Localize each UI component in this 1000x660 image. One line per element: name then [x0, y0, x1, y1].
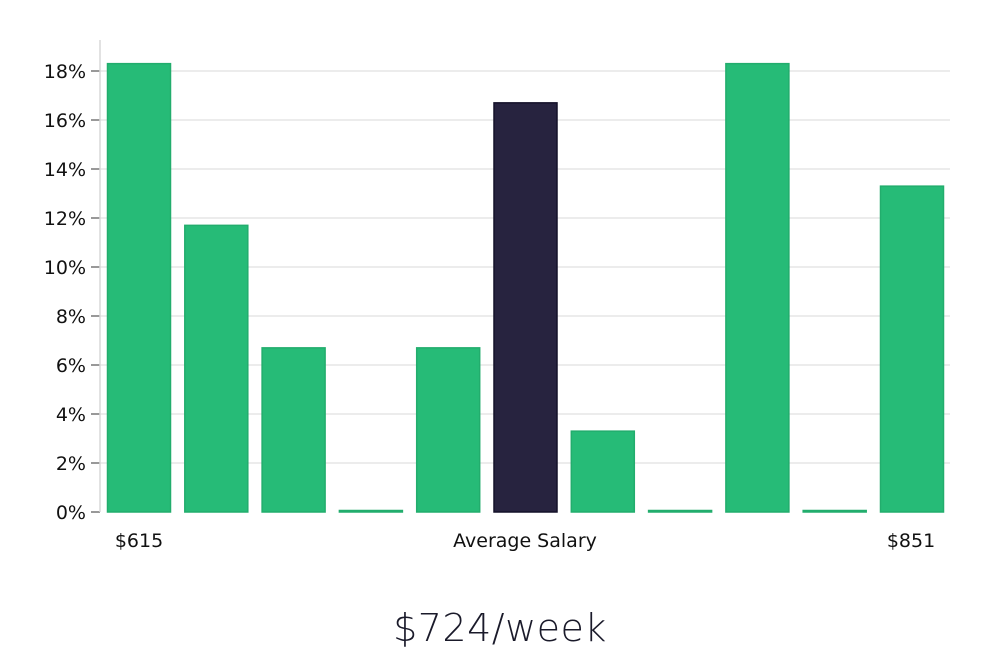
average-salary-headline: $724/week: [393, 606, 607, 650]
y-tick-label: 18%: [44, 61, 86, 83]
histogram-bar: [802, 509, 867, 513]
y-tick-label: 6%: [56, 355, 86, 377]
y-tick-label: 14%: [44, 159, 86, 181]
axes: [91, 40, 101, 513]
bars: [106, 62, 945, 513]
histogram-bar: [879, 185, 945, 513]
histogram-bar: [415, 347, 481, 513]
x-label-center: Average Salary: [453, 530, 597, 552]
salary-histogram: 0% 2% 4% 6% 8% 10% 12% 14% 16% 18% $615 Average S…: [44, 40, 950, 552]
y-tick-label: 0%: [56, 502, 86, 524]
histogram-bar: [647, 509, 713, 513]
y-tick-label: 4%: [56, 404, 86, 426]
y-tick-label: 16%: [44, 110, 86, 132]
y-tick-label: 12%: [44, 208, 86, 230]
y-tick-label: 10%: [44, 257, 86, 279]
histogram-bar: [570, 430, 636, 513]
y-tick-labels: 0% 2% 4% 6% 8% 10% 12% 14% 16% 18%: [44, 61, 86, 524]
histogram-bar: [261, 347, 326, 513]
x-label-min: $615: [115, 530, 163, 552]
chart-canvas: 0% 2% 4% 6% 8% 10% 12% 14% 16% 18% $615 Average S…: [44, 40, 950, 552]
y-tick-label: 2%: [56, 453, 86, 475]
y-tick-label: 8%: [56, 306, 86, 328]
histogram-bar: [338, 509, 404, 513]
histogram-bar: [106, 62, 172, 513]
x-labels: $615 Average Salary $851: [115, 530, 935, 552]
histogram-bar: [725, 62, 790, 513]
histogram-bar: [184, 224, 249, 513]
x-label-max: $851: [887, 530, 935, 552]
average-salary-bar: [493, 102, 558, 513]
